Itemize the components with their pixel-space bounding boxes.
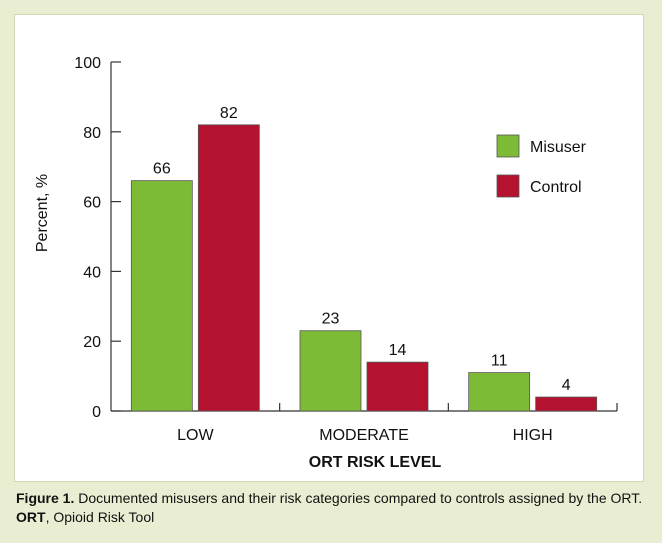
data-label: 14	[389, 342, 407, 359]
figure-caption-text: Documented misusers and their risk categ…	[74, 490, 643, 506]
data-label: 4	[562, 377, 571, 394]
axes: 0 20 40 60 80 100 LOW MODERATE HIGH	[74, 55, 618, 444]
bar-misuser-moderate	[299, 330, 362, 412]
data-labels: 66 23 11 82 14 4	[153, 105, 571, 394]
data-label: 66	[153, 161, 171, 178]
y-tick-label: 40	[83, 264, 101, 281]
abbreviation-label: ORT	[16, 509, 46, 525]
y-tick-label: 80	[83, 125, 101, 142]
data-label: 11	[491, 353, 508, 370]
bar-control-low	[197, 124, 260, 412]
abbreviation-text: , Opioid Risk Tool	[45, 509, 155, 525]
legend-swatch-misuser	[496, 134, 520, 158]
x-tick-label: LOW	[177, 427, 214, 444]
x-tick-label: HIGH	[513, 427, 553, 444]
figure-caption: Figure 1. Documented misusers and their …	[16, 489, 656, 527]
y-tick-label: 100	[74, 55, 101, 72]
y-axis-label: Percent, %	[34, 174, 51, 252]
legend-swatch-control	[496, 174, 520, 198]
legend: Misuser Control	[496, 134, 587, 198]
bars	[130, 124, 598, 412]
x-axis-label: ORT RISK LEVEL	[309, 454, 442, 471]
bar-control-moderate	[366, 361, 429, 412]
bar-misuser-high	[468, 372, 531, 412]
x-tick-label: MODERATE	[319, 427, 408, 444]
legend-label-misuser: Misuser	[530, 139, 587, 156]
data-label: 23	[322, 311, 340, 328]
figure-number: Figure 1.	[16, 490, 75, 506]
legend-label-control: Control	[530, 179, 582, 196]
y-tick-label: 0	[92, 404, 101, 421]
bar-misuser-low	[130, 180, 193, 412]
bar-control-high	[535, 396, 598, 412]
y-tick-label: 20	[83, 334, 101, 351]
y-tick-label: 60	[83, 195, 101, 212]
data-label: 82	[220, 105, 238, 122]
